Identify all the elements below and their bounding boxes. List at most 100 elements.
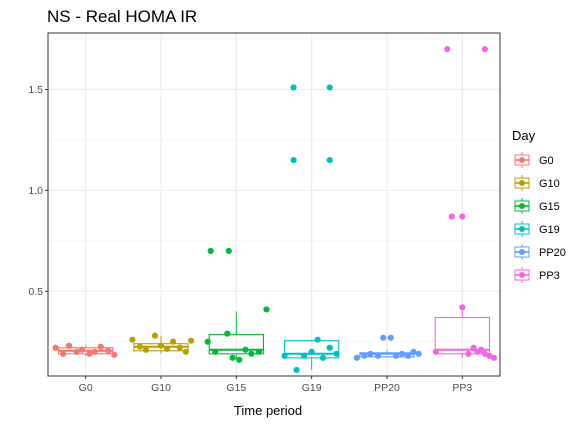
data-point [129, 336, 136, 343]
data-point [290, 84, 297, 91]
legend-item-pp3: PP3 [511, 264, 560, 286]
data-point [380, 334, 387, 341]
legend-item-g10: G10 [511, 172, 560, 194]
data-point [361, 352, 368, 359]
legend-key-point [519, 203, 525, 209]
x-tick-label: G15 [226, 382, 246, 394]
data-point [333, 350, 340, 357]
data-point [319, 354, 327, 361]
data-point [73, 348, 80, 355]
data-point [236, 356, 243, 363]
data-point [459, 213, 466, 220]
data-point [65, 342, 73, 349]
data-point [204, 338, 211, 345]
legend-item-g15: G15 [511, 195, 560, 217]
data-point [367, 350, 374, 357]
data-point [281, 352, 288, 359]
data-point [353, 354, 360, 361]
data-point [248, 350, 255, 357]
data-point [465, 350, 472, 357]
data-point [169, 338, 177, 345]
data-point [163, 345, 171, 352]
x-tick-label: G0 [79, 382, 93, 394]
legend-key-point [519, 249, 525, 255]
data-point [224, 330, 231, 337]
data-point [142, 346, 150, 353]
data-point [59, 350, 67, 357]
data-point [326, 84, 333, 91]
data-point [229, 354, 236, 361]
legend-title: Day [512, 128, 536, 143]
x-tick-label: G19 [302, 382, 322, 394]
data-point [136, 343, 144, 350]
data-point [374, 352, 382, 359]
boxplot-pp3 [432, 46, 498, 361]
data-point [182, 348, 189, 355]
data-point [176, 344, 183, 351]
boxplot-g0 [52, 342, 118, 358]
data-point [470, 344, 477, 351]
y-tick-label: 1.0 [28, 185, 43, 197]
data-point [52, 344, 59, 351]
data-point [432, 348, 440, 355]
data-point [415, 350, 422, 357]
boxplot-g19 [281, 84, 340, 374]
data-point [308, 348, 315, 355]
data-point [301, 352, 308, 359]
legend-label: G0 [539, 155, 554, 167]
data-point [207, 247, 214, 255]
boxplot-pp20 [353, 334, 422, 361]
legend: Day G0 G10 G15 G19 PP20 PP3 [511, 128, 566, 286]
legend-label: PP20 [539, 247, 566, 259]
data-point [290, 157, 297, 164]
y-tick-label: 0.5 [28, 286, 43, 298]
data-point [86, 350, 93, 357]
x-axis-title: Time period [234, 403, 302, 418]
legend-label: G19 [539, 224, 560, 236]
box [283, 340, 340, 359]
data-point [490, 354, 498, 361]
data-point [188, 337, 195, 344]
legend-item-g0: G0 [511, 149, 554, 171]
x-tick-label: PP3 [452, 382, 472, 394]
box [359, 352, 415, 358]
data-point [478, 346, 485, 353]
legend-item-g19: G19 [511, 218, 560, 240]
panel-background [48, 33, 500, 376]
boxplot-g15 [204, 247, 270, 363]
data-point [225, 247, 232, 255]
boxplot-g10 [129, 332, 195, 355]
data-point [97, 343, 104, 350]
data-point [314, 336, 321, 343]
legend-key-point [519, 272, 525, 278]
legend-label: PP3 [539, 270, 560, 282]
data-point [481, 46, 489, 53]
data-point [111, 351, 118, 358]
data-point [78, 346, 85, 353]
data-point [410, 348, 417, 355]
data-point [263, 306, 270, 313]
data-point [242, 346, 249, 353]
data-point [151, 332, 159, 339]
legend-key-point [519, 157, 525, 163]
data-point [404, 352, 412, 359]
data-point [255, 348, 263, 355]
y-tick-label: 1.5 [28, 84, 43, 96]
data-point [105, 347, 112, 354]
legend-key-point [519, 180, 525, 186]
data-point [448, 213, 455, 220]
chart-title: NS - Real HOMA IR [47, 7, 197, 26]
data-point [212, 348, 219, 355]
data-point [326, 157, 333, 164]
data-point [326, 344, 333, 351]
legend-key-point [519, 226, 525, 232]
data-point [392, 352, 400, 359]
legend-label: G10 [539, 178, 560, 190]
x-tick-label: PP20 [374, 382, 400, 394]
legend-item-pp20: PP20 [511, 241, 566, 263]
box [434, 316, 491, 355]
data-point [157, 342, 165, 349]
panel-border [47, 32, 501, 377]
data-point [293, 366, 300, 374]
